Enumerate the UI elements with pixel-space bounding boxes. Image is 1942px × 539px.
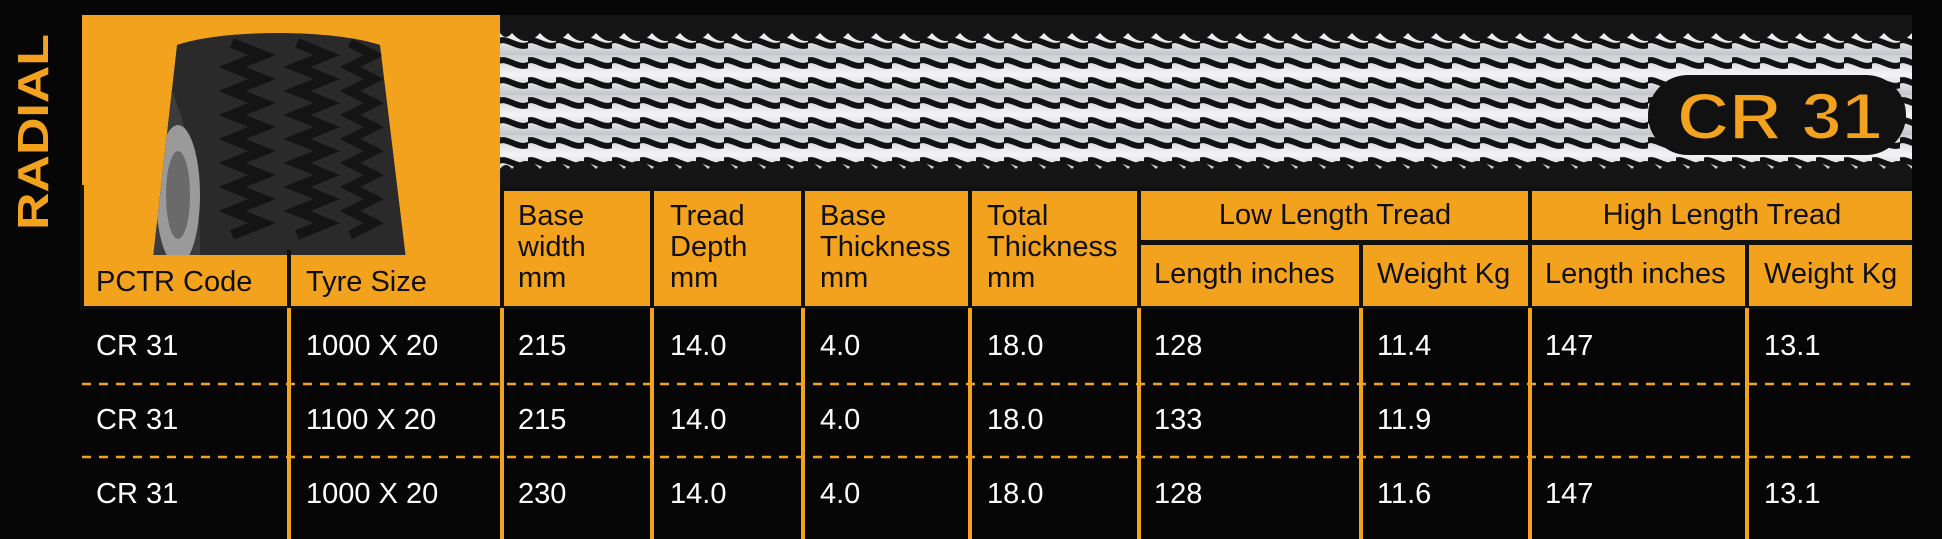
- cell-total-thickness: 18.0: [987, 330, 1044, 362]
- header-high-length-tread: High Length Tread: [1602, 199, 1842, 231]
- radial-label: RADIAL: [12, 30, 56, 235]
- cell-code: CR 31: [96, 404, 179, 436]
- header-base-width: Base width mm: [518, 200, 586, 294]
- cell-code: CR 31: [96, 330, 179, 362]
- cell-size: 1000 X 20: [306, 330, 439, 362]
- header-low-length-tread: Low Length Tread: [1218, 199, 1452, 231]
- cell-code: CR 31: [96, 478, 179, 510]
- cell-size: 1100 X 20: [306, 404, 437, 436]
- cell-low-length: 128: [1154, 330, 1203, 362]
- cell-high-weight: 13.1: [1764, 330, 1821, 362]
- cell-low-weight: 11.6: [1377, 478, 1432, 510]
- cell-tread-depth: 14.0: [670, 330, 727, 362]
- cell-low-weight: 11.9: [1377, 404, 1432, 436]
- tyre-icon: [152, 33, 407, 267]
- header-low-weight-kg: Weight Kg: [1377, 258, 1511, 290]
- cell-high-weight: 13.1: [1764, 478, 1821, 510]
- header-low-length-inches: Length inches: [1154, 258, 1335, 290]
- cell-base-thickness: 4.0: [820, 404, 861, 436]
- header-total-thickness: Total Thickness mm: [987, 200, 1118, 294]
- cell-total-thickness: 18.0: [987, 404, 1044, 436]
- cell-low-length: 128: [1154, 478, 1203, 510]
- header-pctr-code: PCTR Code: [96, 266, 253, 298]
- cell-high-length: 147: [1545, 330, 1594, 362]
- cell-tread-depth: 14.0: [670, 478, 727, 510]
- radial-label-text: RADIAL: [12, 34, 56, 230]
- cell-size: 1000 X 20: [306, 478, 439, 510]
- model-badge: CR 31: [1677, 79, 1882, 153]
- cell-low-length: 133: [1154, 404, 1203, 436]
- cell-base-thickness: 4.0: [820, 330, 861, 362]
- cell-base-width: 230: [518, 478, 567, 510]
- cell-base-width: 215: [518, 404, 567, 436]
- cell-base-thickness: 4.0: [820, 478, 861, 510]
- cell-high-length: 147: [1545, 478, 1594, 510]
- tyre-image-panel: [82, 15, 500, 267]
- cell-low-weight: 11.4: [1377, 330, 1432, 362]
- tread-pattern-banner: CR 31: [500, 15, 1912, 187]
- header-tyre-size: Tyre Size: [306, 266, 427, 298]
- cell-total-thickness: 18.0: [987, 478, 1044, 510]
- cell-base-width: 215: [518, 330, 567, 362]
- header-tread-depth: Tread Depth mm: [670, 200, 748, 294]
- header-high-length-inches: Length inches: [1545, 258, 1726, 290]
- cell-tread-depth: 14.0: [670, 404, 727, 436]
- header-base-thickness: Base Thickness mm: [820, 200, 951, 294]
- header-high-weight-kg: Weight Kg: [1764, 258, 1898, 290]
